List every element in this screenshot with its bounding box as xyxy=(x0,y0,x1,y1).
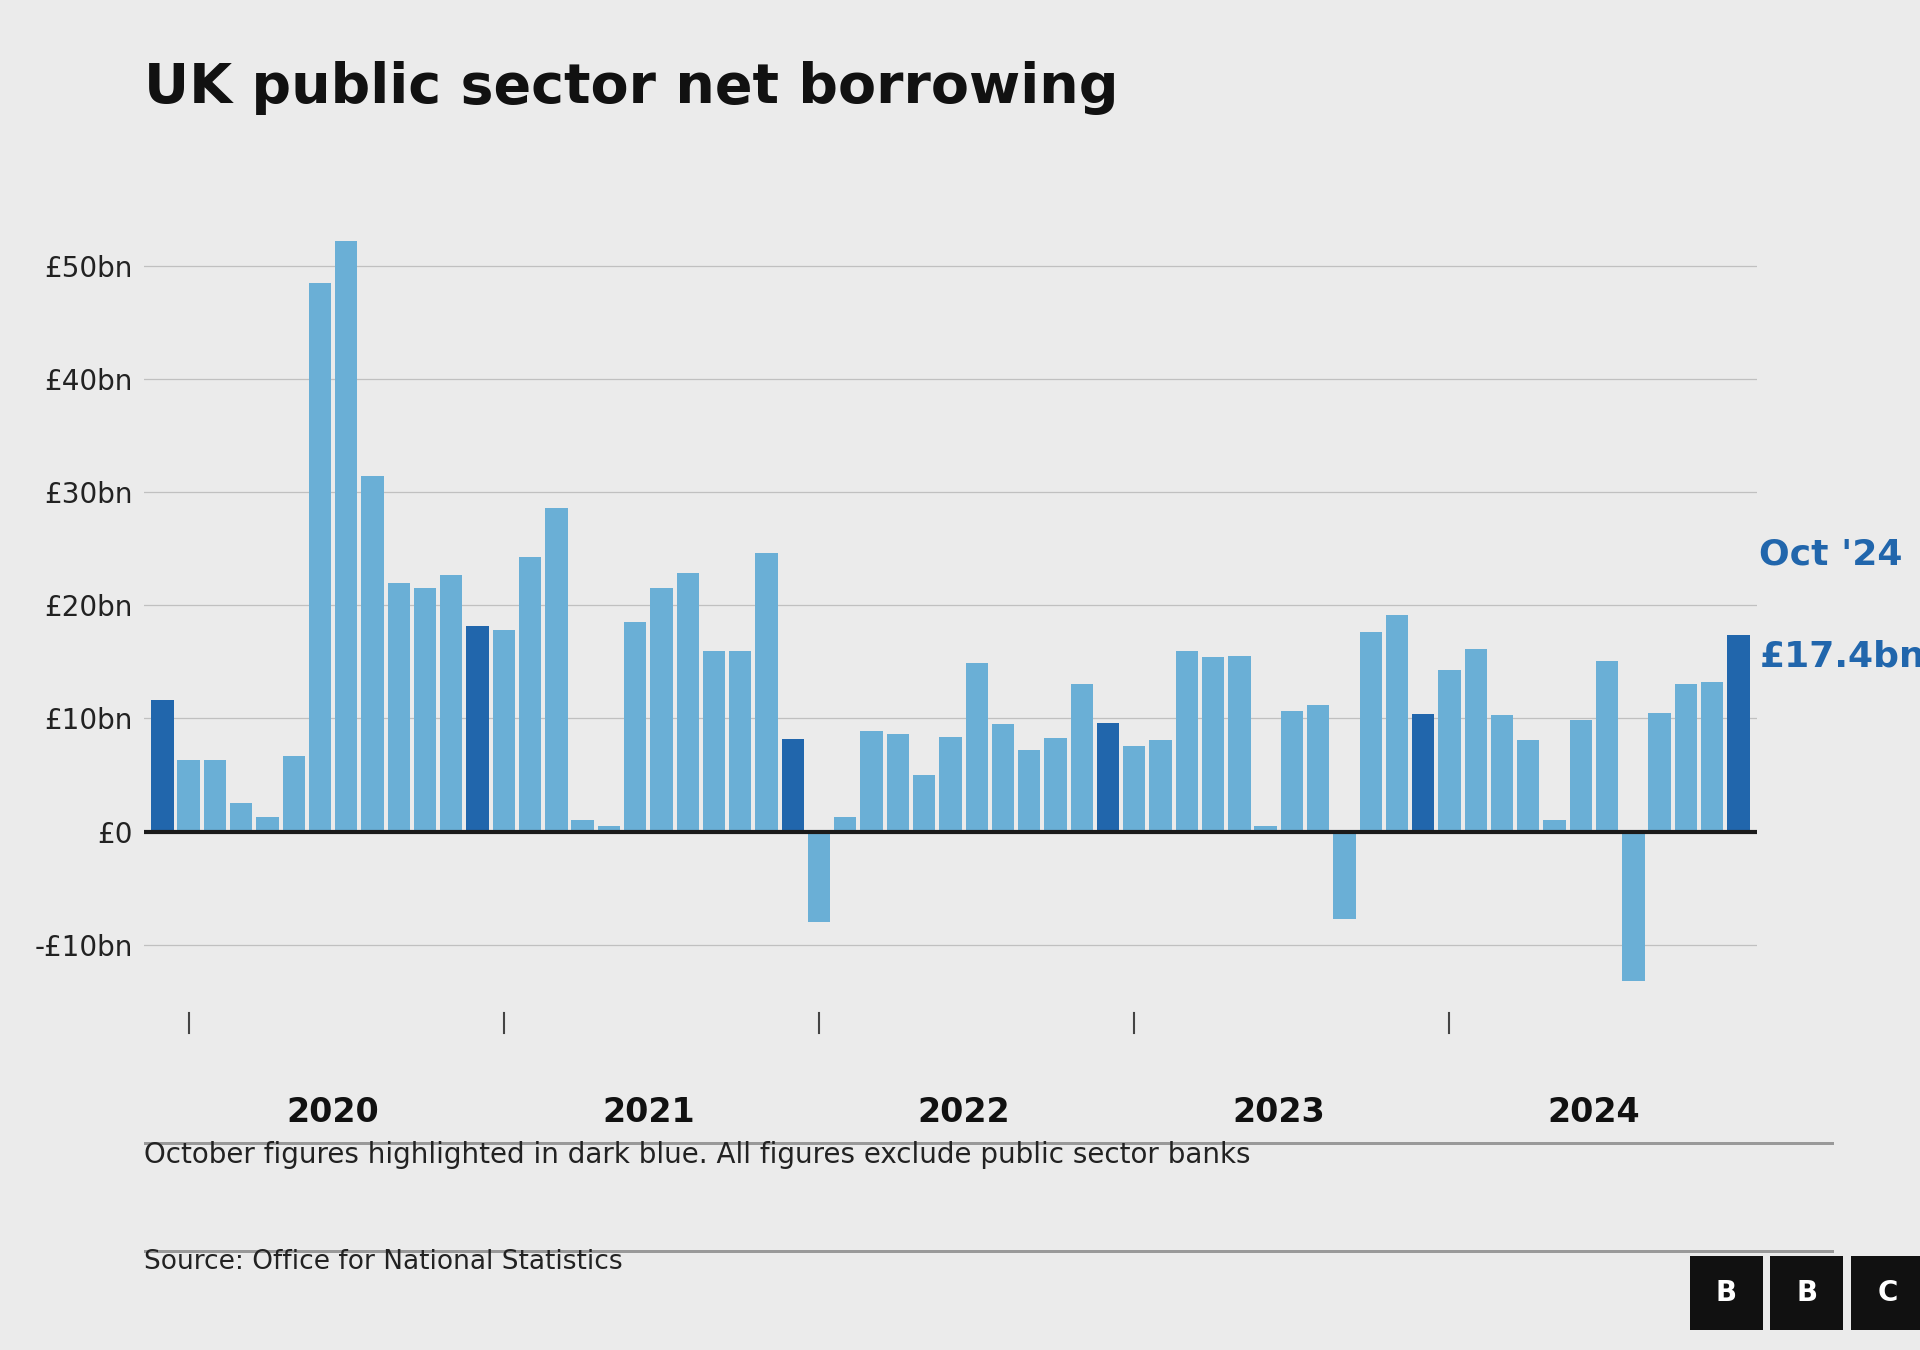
Bar xyxy=(651,589,672,832)
Bar xyxy=(152,701,173,832)
Bar xyxy=(1281,710,1304,832)
Bar xyxy=(1728,634,1749,832)
Bar xyxy=(860,730,883,832)
Text: 2020: 2020 xyxy=(286,1096,380,1129)
Bar xyxy=(597,826,620,832)
Bar xyxy=(282,756,305,832)
Bar xyxy=(1386,616,1407,832)
Bar xyxy=(204,760,227,832)
Bar xyxy=(1411,714,1434,832)
Bar xyxy=(624,622,647,832)
Text: 2021: 2021 xyxy=(603,1096,695,1129)
Text: B: B xyxy=(1795,1278,1818,1307)
Bar xyxy=(1229,656,1250,832)
Bar xyxy=(1571,720,1592,832)
Text: 2022: 2022 xyxy=(918,1096,1010,1129)
Text: October figures highlighted in dark blue. All figures exclude public sector bank: October figures highlighted in dark blue… xyxy=(144,1141,1250,1169)
Bar xyxy=(309,284,330,832)
Bar xyxy=(1018,751,1041,832)
Bar xyxy=(939,737,962,832)
Bar xyxy=(914,775,935,832)
Bar xyxy=(1674,684,1697,832)
Bar xyxy=(1544,821,1565,832)
Bar xyxy=(1490,716,1513,832)
Bar xyxy=(361,477,384,832)
Text: 2023: 2023 xyxy=(1233,1096,1325,1129)
Bar xyxy=(1150,740,1171,832)
Bar xyxy=(1254,826,1277,832)
Bar xyxy=(1438,670,1461,832)
Text: Source: Office for National Statistics: Source: Office for National Statistics xyxy=(144,1249,622,1274)
Bar xyxy=(230,803,252,832)
Bar xyxy=(966,663,987,832)
Bar xyxy=(1123,745,1146,832)
Bar xyxy=(993,724,1014,832)
Bar xyxy=(730,651,751,832)
Bar xyxy=(467,625,490,832)
Bar xyxy=(177,760,200,832)
Bar xyxy=(255,817,278,832)
Bar xyxy=(518,556,541,832)
Bar xyxy=(388,583,411,832)
Text: 2024: 2024 xyxy=(1548,1096,1640,1129)
Bar xyxy=(676,572,699,832)
Bar xyxy=(1465,649,1486,832)
Bar xyxy=(808,832,829,922)
Bar xyxy=(1517,740,1540,832)
Bar xyxy=(493,630,515,832)
Bar xyxy=(1701,682,1724,832)
Bar xyxy=(440,575,463,832)
Bar xyxy=(833,817,856,832)
Bar xyxy=(781,738,804,832)
Bar xyxy=(703,651,726,832)
Text: B: B xyxy=(1715,1278,1738,1307)
Text: C: C xyxy=(1878,1278,1897,1307)
Text: £17.4bn: £17.4bn xyxy=(1759,640,1920,674)
Text: UK public sector net borrowing: UK public sector net borrowing xyxy=(144,61,1119,115)
Bar xyxy=(545,508,568,832)
Bar xyxy=(1044,737,1068,832)
Bar xyxy=(1622,832,1645,981)
Bar xyxy=(1596,660,1619,832)
Bar xyxy=(1359,632,1382,832)
Bar xyxy=(755,554,778,832)
Bar xyxy=(1202,657,1225,832)
Bar xyxy=(336,242,357,832)
Bar xyxy=(1332,832,1356,918)
Bar xyxy=(1649,713,1670,832)
Bar xyxy=(415,589,436,832)
Bar xyxy=(572,821,593,832)
Text: Oct '24: Oct '24 xyxy=(1759,537,1903,571)
Bar xyxy=(1071,684,1092,832)
Bar xyxy=(1308,705,1329,832)
Bar xyxy=(1096,724,1119,832)
Bar xyxy=(887,734,908,832)
Bar xyxy=(1175,651,1198,832)
